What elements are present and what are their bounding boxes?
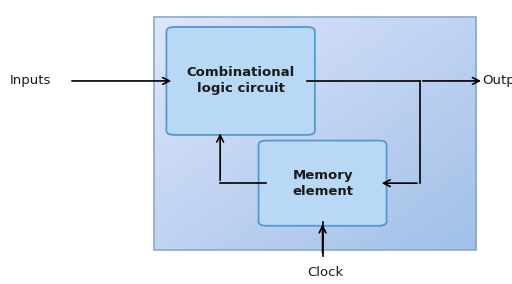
FancyBboxPatch shape [259,141,387,226]
Text: Combinational
logic circuit: Combinational logic circuit [186,66,295,95]
Text: Output: Output [482,74,512,87]
Text: Clock: Clock [307,266,343,279]
Text: Inputs: Inputs [10,74,52,87]
FancyBboxPatch shape [166,27,315,135]
Text: Memory
element: Memory element [292,169,353,198]
